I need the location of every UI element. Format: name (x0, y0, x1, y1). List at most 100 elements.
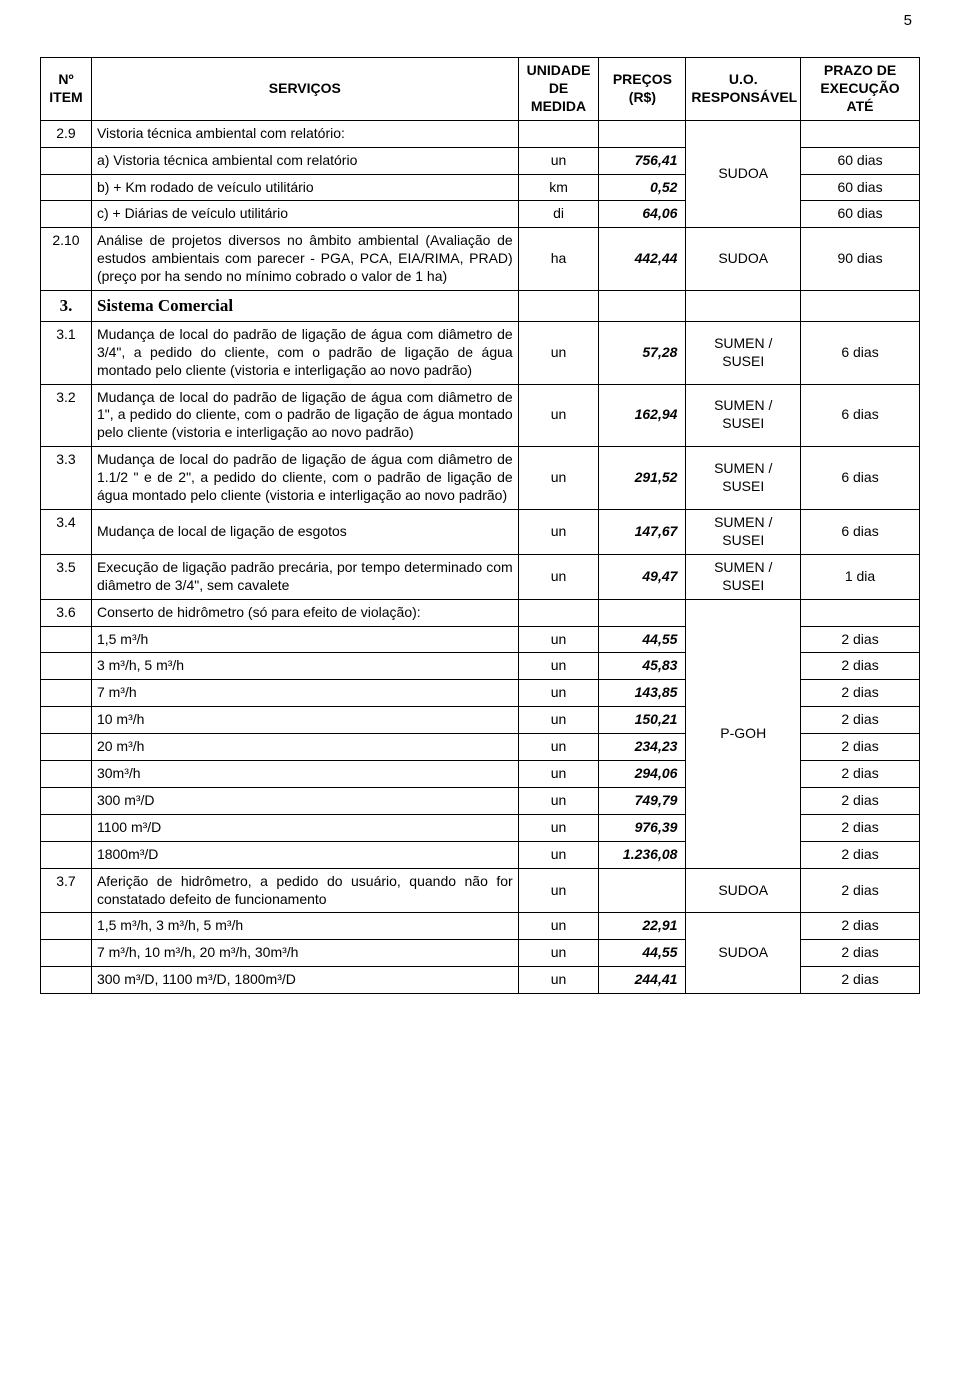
cell-prazo (801, 120, 920, 147)
cell-serv: a) Vistoria técnica ambiental com relató… (91, 147, 518, 174)
cell-prazo (801, 599, 920, 626)
header-prazo: PRAZO DE EXECUÇÃO ATÉ (801, 58, 920, 121)
cell-prazo: 2 dias (801, 761, 920, 788)
cell-prazo: 60 dias (801, 201, 920, 228)
cell-preco: 44,55 (599, 940, 686, 967)
cell-serv: 1,5 m³/h, 3 m³/h, 5 m³/h (91, 913, 518, 940)
cell-num (41, 680, 92, 707)
cell-prazo: 2 dias (801, 787, 920, 814)
cell-num (41, 841, 92, 868)
cell-serv: Mudança de local do padrão de ligação de… (91, 384, 518, 447)
cell-num (41, 761, 92, 788)
cell-resp: SUMEN / SUSEI (686, 384, 801, 447)
cell-serv: 3 m³/h, 5 m³/h (91, 653, 518, 680)
cell-prazo: 60 dias (801, 147, 920, 174)
cell-num: 3.5 (41, 554, 92, 599)
cell-unid: un (518, 384, 599, 447)
cell-resp (686, 291, 801, 322)
cell-preco (599, 868, 686, 913)
cell-num (41, 734, 92, 761)
cell-resp: SUDOA (686, 228, 801, 291)
cell-unid: un (518, 734, 599, 761)
cell-preco: 143,85 (599, 680, 686, 707)
cell-unid (518, 291, 599, 322)
cell-num (41, 147, 92, 174)
cell-resp: SUMEN / SUSEI (686, 321, 801, 384)
header-resp: U.O. RESPONSÁVEL (686, 58, 801, 121)
cell-serv: 7 m³/h (91, 680, 518, 707)
cell-unid: un (518, 554, 599, 599)
cell-preco: 150,21 (599, 707, 686, 734)
cell-preco: 64,06 (599, 201, 686, 228)
cell-serv: Conserto de hidrômetro (só para efeito d… (91, 599, 518, 626)
cell-prazo: 2 dias (801, 841, 920, 868)
table-row: 1,5 m³/h, 3 m³/h, 5 m³/h un 22,91 SUDOA … (41, 913, 920, 940)
cell-num (41, 626, 92, 653)
cell-unid: un (518, 787, 599, 814)
cell-preco: 244,41 (599, 967, 686, 994)
cell-num: 3.7 (41, 868, 92, 913)
cell-unid: un (518, 147, 599, 174)
cell-serv: c) + Diárias de veículo utilitário (91, 201, 518, 228)
cell-unid: un (518, 841, 599, 868)
cell-prazo: 6 dias (801, 447, 920, 510)
cell-unid (518, 599, 599, 626)
cell-unid: un (518, 509, 599, 554)
cell-resp: SUMEN / SUSEI (686, 509, 801, 554)
table-row: 3.5 Execução de ligação padrão precária,… (41, 554, 920, 599)
cell-serv: 300 m³/D, 1100 m³/D, 1800m³/D (91, 967, 518, 994)
cell-serv: 20 m³/h (91, 734, 518, 761)
cell-prazo: 2 dias (801, 940, 920, 967)
cell-preco: 749,79 (599, 787, 686, 814)
page-number: 5 (0, 0, 960, 57)
cell-num: 3.6 (41, 599, 92, 626)
cell-prazo: 2 dias (801, 814, 920, 841)
cell-num (41, 940, 92, 967)
cell-unid (518, 120, 599, 147)
cell-serv: b) + Km rodado de veículo utilitário (91, 174, 518, 201)
cell-preco: 147,67 (599, 509, 686, 554)
table-row: 3.1 Mudança de local do padrão de ligaçã… (41, 321, 920, 384)
cell-preco: 0,52 (599, 174, 686, 201)
cell-prazo: 60 dias (801, 174, 920, 201)
cell-serv: Análise de projetos diversos no âmbito a… (91, 228, 518, 291)
cell-prazo: 90 dias (801, 228, 920, 291)
cell-unid: ha (518, 228, 599, 291)
cell-unid: di (518, 201, 599, 228)
cell-preco: 162,94 (599, 384, 686, 447)
table-row: 3.6 Conserto de hidrômetro (só para efei… (41, 599, 920, 626)
cell-unid: un (518, 761, 599, 788)
cell-preco: 22,91 (599, 913, 686, 940)
cell-serv: Mudança de local do padrão de ligação de… (91, 321, 518, 384)
table-row: 3.3 Mudança de local do padrão de ligaçã… (41, 447, 920, 510)
table-row: 3.7 Aferição de hidrômetro, a pedido do … (41, 868, 920, 913)
cell-prazo: 2 dias (801, 967, 920, 994)
cell-resp: SUDOA (686, 120, 801, 228)
cell-unid: un (518, 868, 599, 913)
cell-num: 2.9 (41, 120, 92, 147)
cell-prazo: 2 dias (801, 653, 920, 680)
cell-prazo: 2 dias (801, 680, 920, 707)
cell-num: 3.1 (41, 321, 92, 384)
cell-prazo: 6 dias (801, 509, 920, 554)
cell-serv: Execução de ligação padrão precária, por… (91, 554, 518, 599)
section-title: Sistema Comercial (91, 291, 518, 322)
cell-num: 3.3 (41, 447, 92, 510)
cell-num (41, 967, 92, 994)
header-num: Nº ITEM (41, 58, 92, 121)
cell-unid: un (518, 814, 599, 841)
header-preco: PREÇOS (R$) (599, 58, 686, 121)
cell-unid: un (518, 321, 599, 384)
cell-serv: 30m³/h (91, 761, 518, 788)
section-row: 3. Sistema Comercial (41, 291, 920, 322)
cell-preco: 291,52 (599, 447, 686, 510)
cell-serv: Mudança de local do padrão de ligação de… (91, 447, 518, 510)
cell-preco: 442,44 (599, 228, 686, 291)
table-header-row: Nº ITEM SERVIÇOS UNIDADE DE MEDIDA PREÇO… (41, 58, 920, 121)
cell-resp: SUMEN / SUSEI (686, 554, 801, 599)
cell-serv: 1,5 m³/h (91, 626, 518, 653)
cell-preco: 294,06 (599, 761, 686, 788)
cell-serv: Vistoria técnica ambiental com relatório… (91, 120, 518, 147)
table-row: 2.10 Análise de projetos diversos no âmb… (41, 228, 920, 291)
cell-num (41, 787, 92, 814)
